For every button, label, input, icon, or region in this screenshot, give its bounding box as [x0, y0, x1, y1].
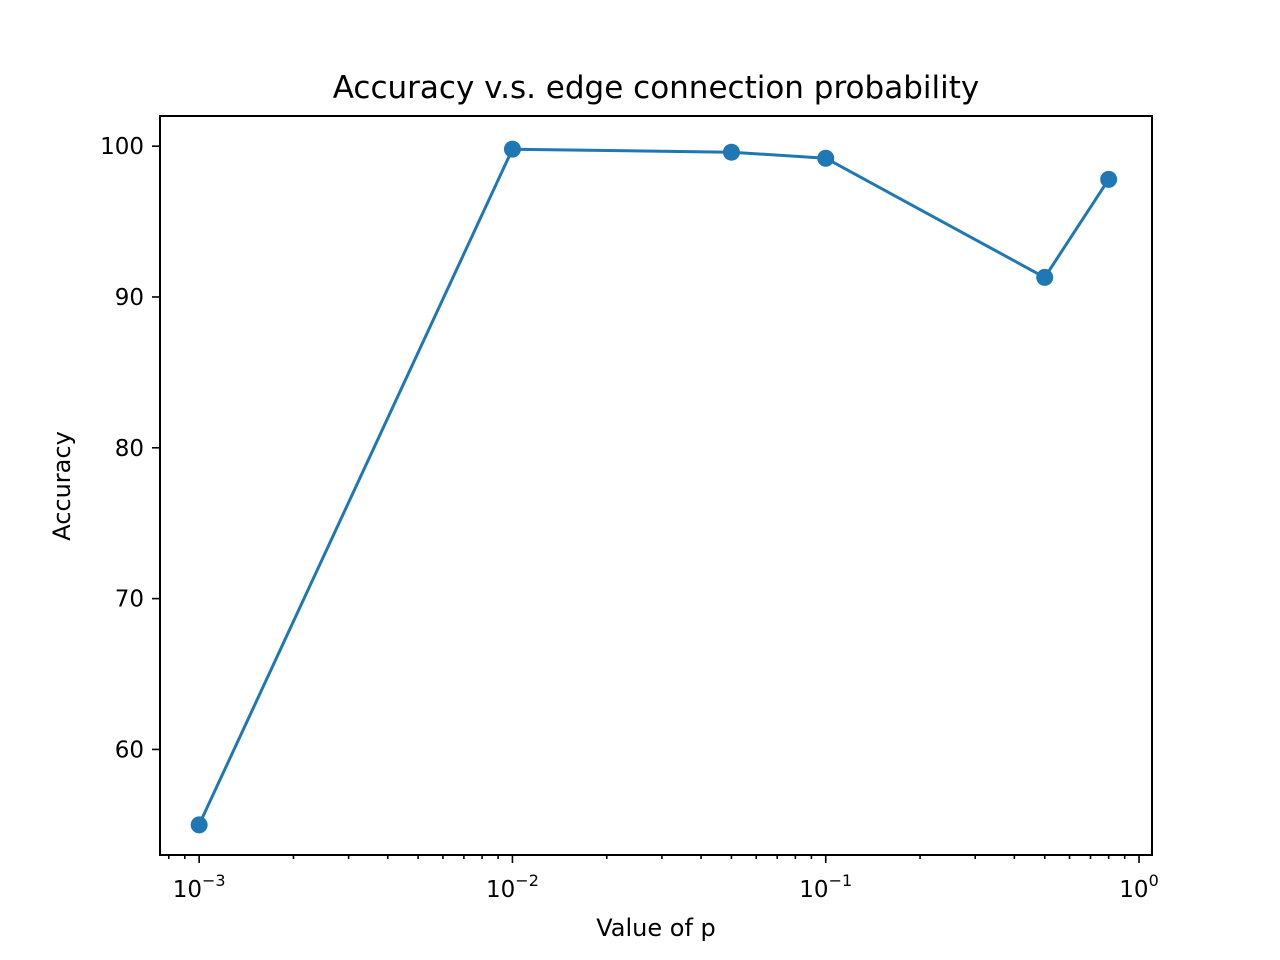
plot-area — [190, 140, 1118, 834]
y-tick-label: 100 — [100, 134, 144, 160]
data-point — [722, 143, 740, 161]
x-tick-exponent: 0 — [1149, 871, 1159, 890]
y-tick-label: 80 — [115, 436, 144, 462]
chart-title: Accuracy v.s. edge connection probabilit… — [333, 70, 979, 106]
data-point — [190, 816, 208, 834]
series-line — [197, 147, 1110, 826]
x-tick-exponent: −2 — [515, 871, 539, 890]
data-point — [1100, 170, 1118, 188]
x-tick-base: 10 — [486, 877, 515, 903]
x-tick-base: 10 — [173, 877, 202, 903]
x-tick-label: 100 — [1119, 871, 1158, 903]
y-tick-label: 60 — [115, 737, 144, 763]
x-tick-label: 10−2 — [486, 871, 539, 903]
data-point — [1036, 268, 1054, 286]
x-axis-label: Value of p — [596, 914, 716, 942]
plot-frame — [159, 115, 1153, 856]
x-tick-base: 10 — [1119, 877, 1148, 903]
x-tick-exponent: −1 — [829, 871, 853, 890]
x-axis: 10−3 10−2 10−1 100 — [167, 855, 1159, 903]
x-tick-label: 10−3 — [173, 871, 226, 903]
data-point — [503, 140, 521, 158]
x-tick-base: 10 — [799, 877, 828, 903]
x-tick-label: 10−1 — [799, 871, 852, 903]
x-tick-exponent: −3 — [202, 871, 226, 890]
y-axis-label: Accuracy — [48, 431, 76, 541]
y-tick-label: 70 — [115, 587, 144, 613]
data-point — [817, 149, 835, 167]
y-tick-label: 90 — [115, 285, 144, 311]
y-axis: 60 70 80 90 100 — [100, 134, 160, 763]
